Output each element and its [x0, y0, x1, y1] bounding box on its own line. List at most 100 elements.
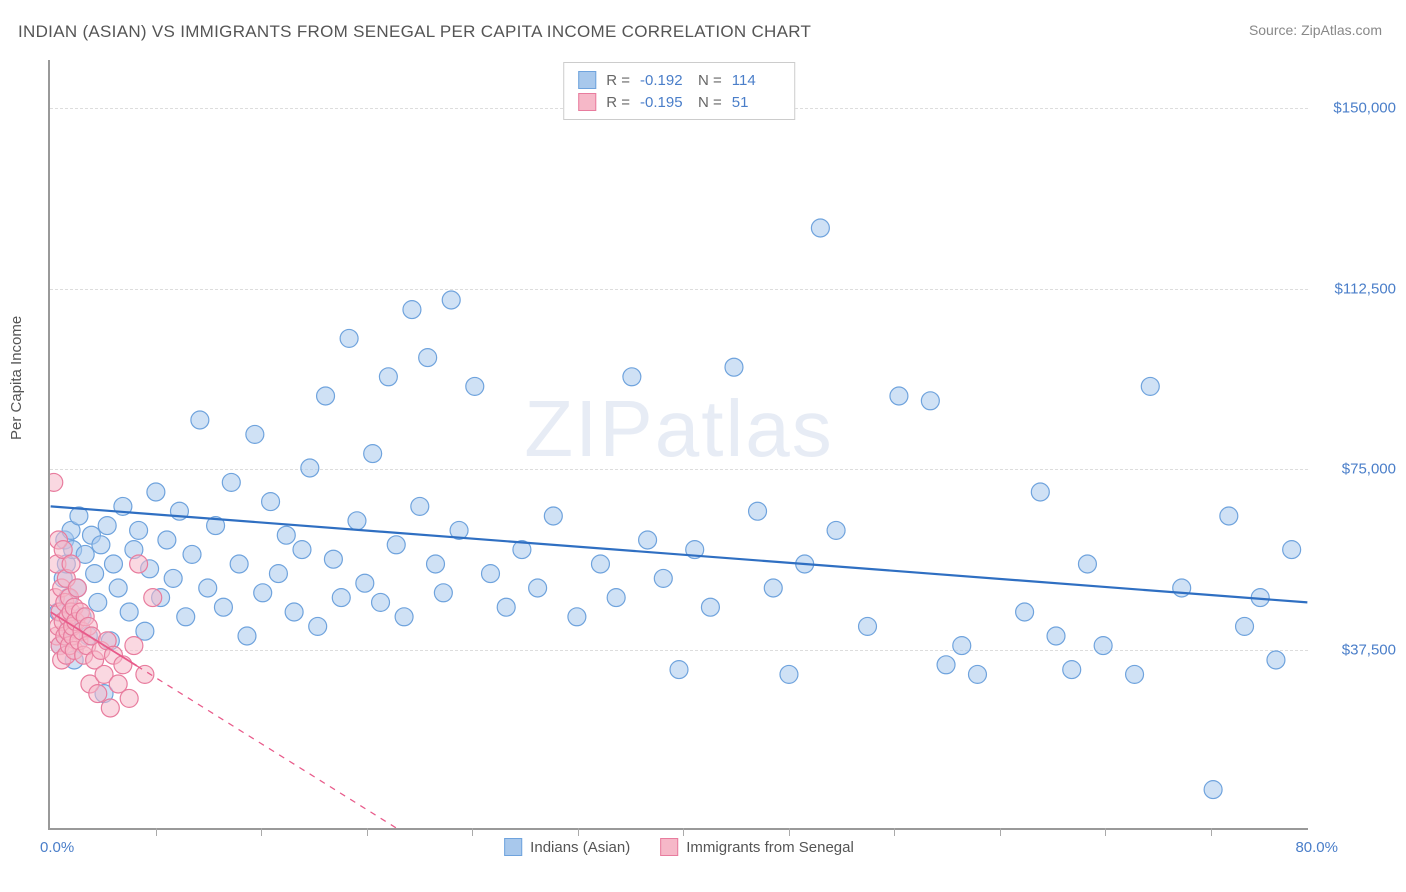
data-point	[1094, 637, 1112, 655]
data-point	[183, 545, 201, 563]
x-tick	[683, 828, 684, 836]
data-point	[497, 598, 515, 616]
legend-item: Immigrants from Senegal	[660, 838, 854, 856]
data-point	[403, 301, 421, 319]
data-point	[164, 569, 182, 587]
data-point	[921, 392, 939, 410]
data-point	[607, 589, 625, 607]
data-point	[1220, 507, 1238, 525]
data-point	[147, 483, 165, 501]
x-tick	[894, 828, 895, 836]
data-point	[293, 541, 311, 559]
bottom-legend: Indians (Asian) Immigrants from Senegal	[504, 838, 854, 856]
r-value: -0.192	[640, 72, 688, 89]
data-point	[427, 555, 445, 573]
data-point	[1078, 555, 1096, 573]
data-point	[101, 699, 119, 717]
trend-line	[51, 506, 1308, 602]
chart-source: Source: ZipAtlas.com	[1249, 22, 1382, 38]
plot-area: ZIPatlas R =-0.192N =114R =-0.195N =51 0…	[48, 60, 1308, 830]
data-point	[1283, 541, 1301, 559]
data-point	[214, 598, 232, 616]
data-point	[725, 358, 743, 376]
x-tick	[156, 828, 157, 836]
data-point	[1204, 781, 1222, 799]
data-point	[86, 565, 104, 583]
data-point	[89, 593, 107, 611]
data-point	[859, 617, 877, 635]
legend-swatch	[504, 838, 522, 856]
data-point	[332, 589, 350, 607]
data-point	[309, 617, 327, 635]
data-point	[544, 507, 562, 525]
data-point	[568, 608, 586, 626]
y-tick-label: $75,000	[1316, 461, 1396, 478]
data-point	[1063, 661, 1081, 679]
data-point	[442, 291, 460, 309]
data-point	[670, 661, 688, 679]
data-point	[968, 665, 986, 683]
data-point	[482, 565, 500, 583]
x-max-label: 80.0%	[1295, 839, 1338, 856]
x-tick	[367, 828, 368, 836]
data-point	[285, 603, 303, 621]
data-point	[529, 579, 547, 597]
data-point	[937, 656, 955, 674]
data-point	[340, 329, 358, 347]
data-point	[144, 589, 162, 607]
stats-box: R =-0.192N =114R =-0.195N =51	[563, 62, 795, 120]
stats-swatch	[578, 93, 596, 111]
data-point	[254, 584, 272, 602]
n-label: N =	[698, 94, 722, 111]
data-point	[92, 536, 110, 554]
data-point	[158, 531, 176, 549]
data-point	[953, 637, 971, 655]
r-label: R =	[606, 72, 630, 89]
x-tick	[261, 828, 262, 836]
legend-item: Indians (Asian)	[504, 838, 630, 856]
data-point	[749, 502, 767, 520]
r-value: -0.195	[640, 94, 688, 111]
data-point	[125, 637, 143, 655]
data-point	[324, 550, 342, 568]
data-point	[1031, 483, 1049, 501]
data-point	[764, 579, 782, 597]
data-point	[379, 368, 397, 386]
data-point	[348, 512, 366, 530]
data-point	[238, 627, 256, 645]
data-point	[62, 555, 80, 573]
r-label: R =	[606, 94, 630, 111]
data-point	[372, 593, 390, 611]
data-point	[466, 377, 484, 395]
data-point	[177, 608, 195, 626]
data-point	[130, 555, 148, 573]
stats-row: R =-0.192N =114	[578, 69, 780, 91]
data-point	[356, 574, 374, 592]
data-point	[1236, 617, 1254, 635]
y-tick-label: $112,500	[1316, 280, 1396, 297]
data-point	[230, 555, 248, 573]
x-tick	[1000, 828, 1001, 836]
data-point	[827, 521, 845, 539]
n-label: N =	[698, 72, 722, 89]
y-tick-label: $150,000	[1316, 100, 1396, 117]
stats-row: R = -0.195 N = 51	[578, 91, 780, 113]
data-point	[591, 555, 609, 573]
data-point	[98, 517, 116, 535]
data-point	[701, 598, 719, 616]
data-point	[50, 473, 63, 491]
data-point	[269, 565, 287, 583]
legend-label: Immigrants from Senegal	[686, 839, 854, 856]
x-tick	[472, 828, 473, 836]
data-point	[246, 425, 264, 443]
data-point	[109, 579, 127, 597]
data-point	[364, 445, 382, 463]
n-value: 51	[732, 94, 780, 111]
data-point	[114, 656, 132, 674]
chart-container: INDIAN (ASIAN) VS IMMIGRANTS FROM SENEGA…	[0, 0, 1406, 892]
data-point	[120, 689, 138, 707]
data-point	[434, 584, 452, 602]
data-point	[387, 536, 405, 554]
data-point	[419, 349, 437, 367]
x-min-label: 0.0%	[40, 839, 74, 856]
